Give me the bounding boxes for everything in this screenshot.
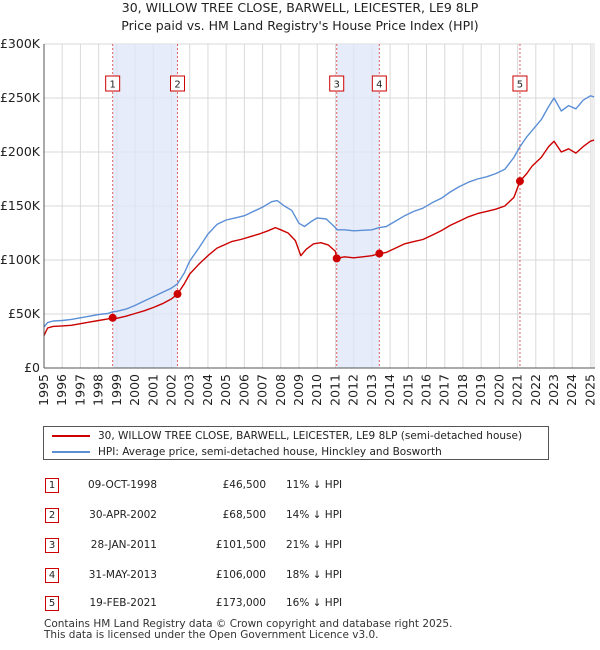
- table-row: 4 31-MAY-2013 £106,000 18% ↓ HPI: [0, 568, 600, 588]
- sale-badge-label: 2: [174, 80, 180, 91]
- sale-badge-label: 1: [109, 80, 115, 91]
- x-tick-label: 2003: [182, 374, 197, 406]
- x-tick-label: 2021: [510, 374, 525, 406]
- future-hatch: [590, 44, 595, 368]
- sale-badge-3: [329, 75, 345, 92]
- x-tick-label: 2002: [164, 374, 179, 406]
- property-price-line: [43, 139, 595, 336]
- legend-property-label: 30, WILLOW TREE CLOSE, BARWELL, LEICESTE…: [98, 430, 523, 442]
- y-tick-label: £0: [24, 360, 40, 375]
- x-tick-label: 2015: [400, 374, 415, 406]
- sale-point-2: [173, 290, 182, 299]
- ownership-shading: [336, 44, 380, 368]
- x-tick-label: 1998: [91, 374, 106, 406]
- y-tick-label: £150K: [0, 198, 41, 213]
- sale-number-badge: 3: [45, 538, 59, 553]
- sale-price: £173,000: [215, 597, 266, 609]
- table-row: 2 30-APR-2002 £68,500 14% ↓ HPI: [0, 508, 600, 528]
- sale-price: £68,500: [222, 509, 266, 521]
- sale-point-5: [515, 177, 524, 186]
- x-tick-label: 1995: [36, 374, 51, 406]
- table-row: 3 28-JAN-2011 £101,500 21% ↓ HPI: [0, 538, 600, 558]
- sale-date: 28-JAN-2011: [90, 539, 157, 551]
- footer-line-2: This data is licensed under the Open Gov…: [44, 629, 379, 641]
- x-tick-label: 2025: [582, 374, 597, 406]
- sale-hpi-diff: 14% ↓ HPI: [286, 509, 343, 521]
- table-row: 5 19-FEB-2021 £173,000 16% ↓ HPI: [0, 596, 600, 616]
- y-tick-label: £100K: [0, 252, 41, 267]
- sale-date: 19-FEB-2021: [89, 597, 157, 609]
- sale-point-4: [375, 249, 384, 258]
- x-tick-label: 2000: [127, 374, 142, 406]
- y-tick-label: £50K: [8, 306, 41, 321]
- hpi-line-swatch: [52, 451, 90, 453]
- ownership-shading: [112, 44, 178, 368]
- x-tick-label: 2022: [528, 374, 543, 406]
- sale-number-badge: 4: [45, 568, 59, 583]
- sale-badge-1: [105, 75, 121, 92]
- sale-number-badge: 2: [45, 508, 59, 523]
- sale-point-3: [332, 254, 341, 263]
- y-tick-label: £200K: [0, 144, 41, 159]
- sale-badge-5: [512, 75, 528, 92]
- legend-hpi-label: HPI: Average price, semi-detached house,…: [98, 446, 442, 458]
- x-tick-label: 2012: [346, 374, 361, 406]
- x-tick-label: 2005: [218, 374, 233, 406]
- sale-hpi-diff: 11% ↓ HPI: [286, 479, 343, 491]
- footer-line-1: Contains HM Land Registry data © Crown c…: [44, 618, 453, 630]
- property-line-swatch: [52, 435, 90, 437]
- sale-badge-4: [371, 75, 387, 92]
- x-tick-label: 2004: [200, 374, 215, 406]
- y-tick-label: £300K: [0, 36, 41, 51]
- sale-badge-2: [170, 75, 186, 92]
- sale-hpi-diff: 18% ↓ HPI: [286, 569, 343, 581]
- x-tick-label: 2006: [236, 374, 251, 406]
- price-chart: 30, WILLOW TREE CLOSE, BARWELL, LEICESTE…: [0, 0, 597, 406]
- legend-item-hpi: HPI: Average price, semi-detached house,…: [52, 444, 442, 460]
- x-tick-label: 2017: [437, 374, 452, 406]
- x-tick-label: 2011: [327, 374, 342, 406]
- sale-badge-label: 5: [517, 80, 523, 91]
- sale-badge-label: 3: [334, 80, 340, 91]
- sale-hpi-diff: 21% ↓ HPI: [286, 539, 343, 551]
- x-tick-label: 1996: [54, 374, 69, 406]
- sale-date: 31-MAY-2013: [88, 569, 157, 581]
- x-tick-label: 1999: [109, 374, 124, 406]
- x-tick-label: 2009: [291, 374, 306, 406]
- sale-badge-label: 4: [376, 80, 382, 91]
- x-tick-label: 1997: [72, 374, 87, 406]
- y-tick-label: £250K: [0, 90, 41, 105]
- footer-attribution: Contains HM Land Registry data © Crown c…: [44, 619, 452, 641]
- x-tick-label: 2019: [473, 374, 488, 406]
- x-tick-label: 2014: [382, 374, 397, 406]
- sale-price: £101,500: [215, 539, 266, 551]
- sale-date: 30-APR-2002: [89, 509, 157, 521]
- x-tick-label: 2008: [273, 374, 288, 406]
- sale-point-1: [108, 313, 117, 322]
- sale-date: 09-OCT-1998: [88, 479, 157, 491]
- x-tick-label: 2023: [546, 374, 561, 406]
- sale-hpi-diff: 16% ↓ HPI: [286, 597, 343, 609]
- x-tick-label: 2001: [145, 374, 160, 406]
- x-tick-label: 2016: [419, 374, 434, 406]
- sale-number-badge: 1: [45, 478, 59, 493]
- x-tick-label: 2007: [255, 374, 270, 406]
- legend: 30, WILLOW TREE CLOSE, BARWELL, LEICESTE…: [43, 426, 549, 460]
- x-tick-label: 2018: [455, 374, 470, 406]
- table-row: 1 09-OCT-1998 £46,500 11% ↓ HPI: [0, 478, 600, 498]
- x-tick-label: 2020: [491, 374, 506, 406]
- x-tick-label: 2024: [564, 374, 579, 406]
- sale-price: £46,500: [222, 479, 266, 491]
- x-tick-label: 2010: [309, 374, 324, 406]
- chart-subtitle: Price paid vs. HM Land Registry's House …: [121, 18, 478, 33]
- x-tick-label: 2013: [364, 374, 379, 406]
- hpi-line: [43, 95, 595, 328]
- legend-item-property: 30, WILLOW TREE CLOSE, BARWELL, LEICESTE…: [52, 428, 522, 444]
- sale-number-badge: 5: [45, 596, 59, 611]
- sale-price: £106,000: [215, 569, 266, 581]
- chart-title: 30, WILLOW TREE CLOSE, BARWELL, LEICESTE…: [122, 0, 479, 15]
